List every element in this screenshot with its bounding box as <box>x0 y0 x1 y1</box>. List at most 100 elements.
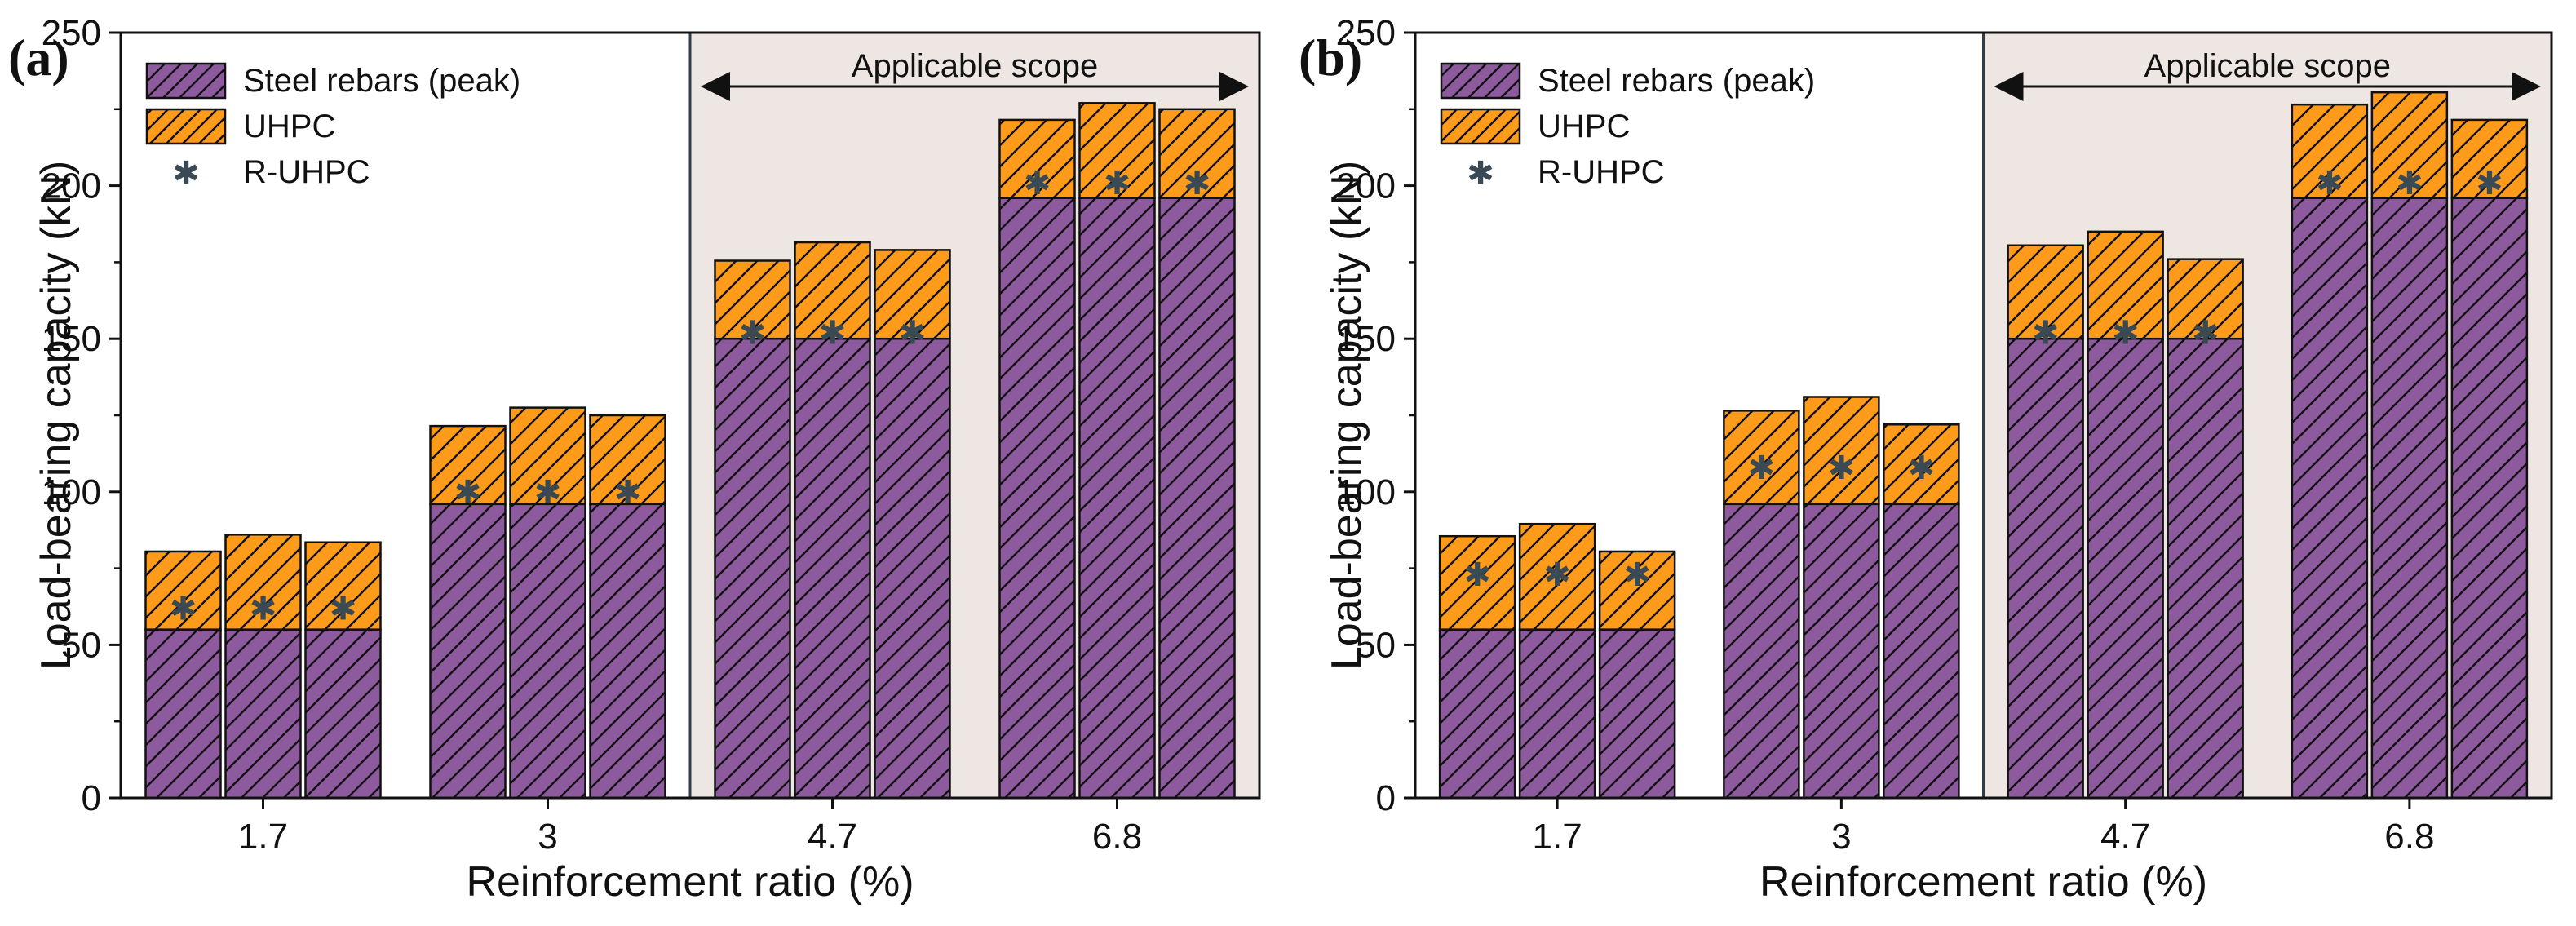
legend-steel-rebars-swatch-hatch <box>145 62 227 100</box>
y-axis-title: Load-bearing capacity (kN) <box>33 161 80 670</box>
y-tick-label: 0 <box>1376 778 1396 818</box>
bar-uhpc-hatch <box>509 406 586 506</box>
y-tick-label: 50 <box>1356 625 1396 665</box>
marker-r-uhpc: ✱ <box>2112 315 2140 352</box>
legend-r-uhpc-label: R-UHPC <box>1538 154 1665 190</box>
legend-steel-rebars: Steel rebars (peak) <box>145 62 520 100</box>
y-axis-title: Load-bearing capacity (kN) <box>1323 161 1370 670</box>
legend-r-uhpc-symbol: ✱ <box>1467 155 1494 193</box>
marker-r-uhpc: ✱ <box>1184 165 1211 202</box>
y-tick-label: 150 <box>1336 319 1396 359</box>
marker-r-uhpc: ✱ <box>1828 450 1856 487</box>
marker-r-uhpc: ✱ <box>2476 165 2503 202</box>
marker-r-uhpc: ✱ <box>1543 556 1571 594</box>
marker-r-uhpc: ✱ <box>899 315 927 352</box>
bar-steel-rebars-hatch <box>998 197 1076 800</box>
marker-r-uhpc: ✱ <box>739 315 767 352</box>
bar-uhpc-hatch <box>874 249 951 340</box>
applicable-scope-label: Applicable scope <box>852 48 1098 84</box>
x-tick-label: 6.8 <box>2384 817 2434 857</box>
bar-steel-rebars-hatch <box>1723 503 1800 800</box>
chart-panel-1: Applicable scope ✱ ✱ ✱ 1.7 ✱ ✱ ✱ 3 ✱ ✱ ✱ 4.7 ✱ ✱ ✱ 6.8 0 5… <box>1299 13 2553 906</box>
y-tick-label: 200 <box>1336 166 1396 206</box>
x-tick-label: 1.7 <box>1533 817 1582 857</box>
x-tick-label: 4.7 <box>2100 817 2150 857</box>
legend-r-uhpc-label: R-UHPC <box>243 154 370 190</box>
bar-steel-rebars-hatch <box>2007 337 2084 800</box>
bar-uhpc-hatch <box>304 541 382 631</box>
marker-r-uhpc: ✱ <box>2316 165 2344 202</box>
bar-steel-rebars-hatch <box>1803 503 1880 800</box>
y-tick-label: 100 <box>42 472 101 512</box>
bar-steel-rebars-hatch <box>429 503 507 800</box>
bar-steel-rebars-hatch <box>714 337 791 800</box>
legend-uhpc: UHPC <box>145 108 335 145</box>
panel-label: (b) <box>1299 29 1362 86</box>
bar-steel-rebars-hatch <box>1598 628 1676 800</box>
bar-steel-rebars-hatch <box>304 628 382 800</box>
bar-uhpc-hatch <box>1803 396 1880 506</box>
marker-r-uhpc: ✱ <box>534 474 562 512</box>
bar-steel-rebars-hatch <box>144 628 222 800</box>
bar-uhpc-hatch <box>1883 423 1960 506</box>
x-tick-label: 6.8 <box>1092 817 1142 857</box>
marker-r-uhpc: ✱ <box>1623 556 1651 594</box>
bar-uhpc-hatch <box>1438 534 1516 631</box>
marker-r-uhpc: ✱ <box>2396 165 2423 202</box>
bar-steel-rebars-hatch <box>1078 197 1156 800</box>
bar-uhpc-hatch <box>714 259 791 340</box>
marker-r-uhpc: ✱ <box>614 474 642 512</box>
marker-r-uhpc: ✱ <box>2192 315 2220 352</box>
marker-r-uhpc: ✱ <box>1908 450 1936 487</box>
bar-uhpc-hatch <box>1078 102 1156 199</box>
bar-steel-rebars-hatch <box>1158 197 1236 800</box>
marker-r-uhpc: ✱ <box>819 315 847 352</box>
marker-r-uhpc: ✱ <box>454 474 482 512</box>
y-tick-label: 250 <box>1336 13 1396 53</box>
bar-steel-rebars-hatch <box>1518 628 1596 800</box>
bar-uhpc-hatch <box>2291 103 2369 199</box>
y-tick-label: 100 <box>1336 472 1396 512</box>
legend-uhpc-label: UHPC <box>1538 109 1630 144</box>
marker-r-uhpc: ✱ <box>1104 165 1131 202</box>
bar-uhpc-hatch <box>589 414 666 506</box>
bar-steel-rebars-hatch <box>2450 197 2529 800</box>
bar-uhpc-hatch <box>429 424 507 506</box>
bar-uhpc-hatch <box>224 534 302 631</box>
chart-panel-0: Applicable scope ✱ ✱ ✱ 1.7 ✱ ✱ ✱ 3 ✱ ✱ ✱ 4.7 ✱ ✱ ✱ 6.8 0 5… <box>8 13 1261 906</box>
x-tick-label: 3 <box>538 817 557 857</box>
legend-r-uhpc-symbol: ✱ <box>172 155 200 193</box>
bar-steel-rebars-hatch <box>1438 628 1516 800</box>
bar-uhpc-hatch <box>2450 118 2529 199</box>
bar-steel-rebars-hatch <box>1883 503 1960 800</box>
applicable-scope-label: Applicable scope <box>2144 48 2391 84</box>
legend-steel-rebars-label: Steel rebars (peak) <box>1538 63 1815 99</box>
bar-uhpc-hatch <box>2370 91 2449 199</box>
bar-uhpc-hatch <box>998 118 1076 199</box>
marker-r-uhpc: ✱ <box>1463 556 1491 594</box>
legend-uhpc-swatch-hatch <box>1440 108 1521 145</box>
marker-r-uhpc: ✱ <box>250 590 277 627</box>
bar-steel-rebars-hatch <box>224 628 302 800</box>
bar-steel-rebars-hatch <box>2370 197 2449 800</box>
panel-label: (a) <box>8 29 69 86</box>
x-tick-label: 4.7 <box>808 817 857 857</box>
bar-uhpc-hatch <box>2007 244 2084 340</box>
legend-steel-rebars-swatch-hatch <box>1440 62 1521 100</box>
y-tick-label: 250 <box>42 13 101 53</box>
bar-steel-rebars-hatch <box>509 503 586 800</box>
bar-steel-rebars-hatch <box>794 337 871 800</box>
bar-steel-rebars-hatch <box>2167 337 2244 800</box>
marker-r-uhpc: ✱ <box>1024 165 1051 202</box>
bar-steel-rebars-hatch <box>2291 197 2369 800</box>
bar-uhpc-hatch <box>1518 522 1596 631</box>
marker-r-uhpc: ✱ <box>170 590 197 627</box>
marker-r-uhpc: ✱ <box>2032 315 2060 352</box>
y-tick-label: 200 <box>42 166 101 206</box>
legend-uhpc-swatch-hatch <box>145 108 227 145</box>
x-axis-title: Reinforcement ratio (%) <box>466 858 914 906</box>
bar-uhpc-hatch <box>1598 550 1676 631</box>
bar-steel-rebars-hatch <box>589 503 666 800</box>
bar-uhpc-hatch <box>1723 410 1800 506</box>
